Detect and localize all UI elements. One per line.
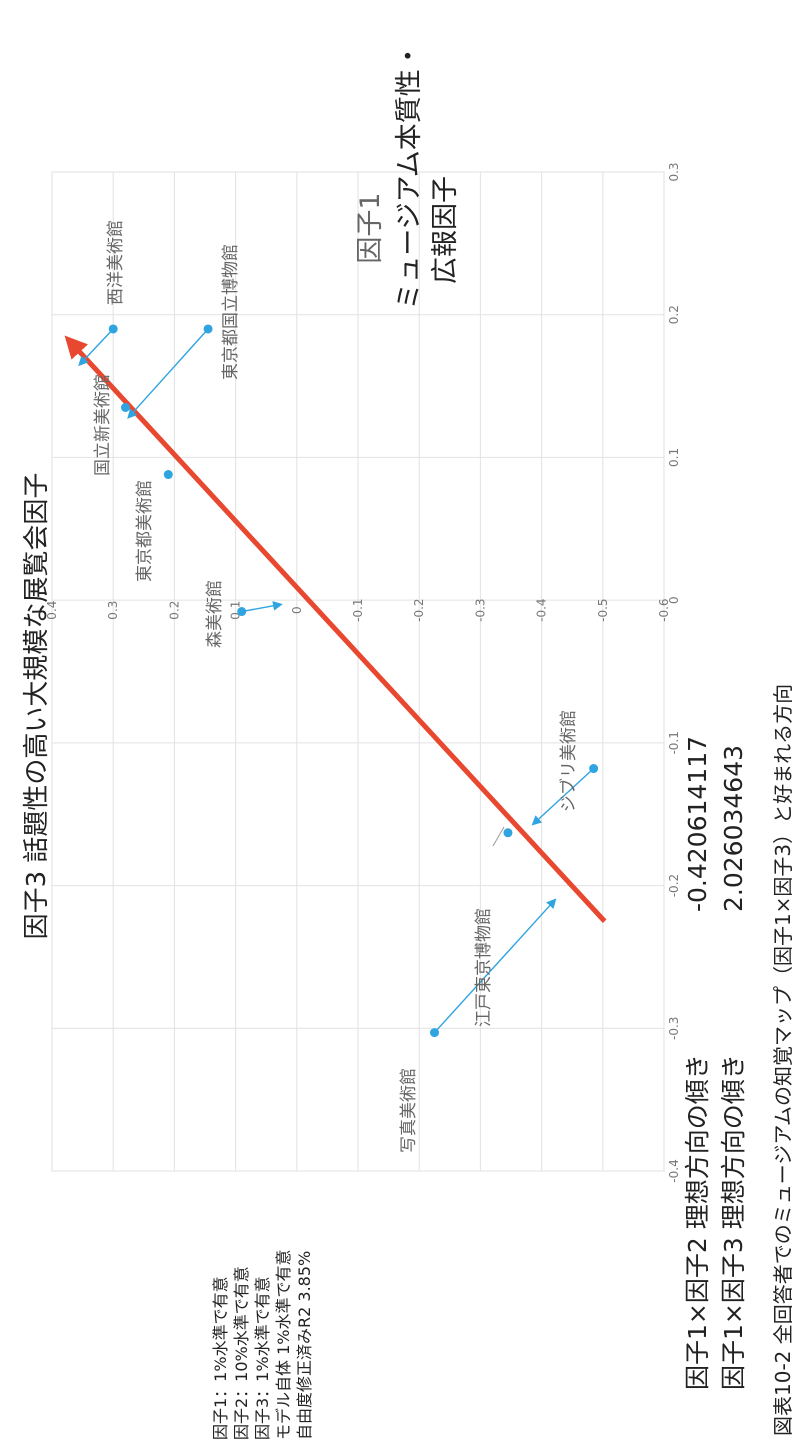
projection-arrow-3 <box>531 768 595 826</box>
tick-factor1-3: -0.1 <box>667 731 681 754</box>
ideal-direction-arrow <box>64 335 607 923</box>
point-label-6: 江戸東京博物館 <box>474 908 494 1027</box>
slope-row2-value: 2.026034643 <box>719 745 748 912</box>
tick-factor1-1: -0.3 <box>667 1017 681 1040</box>
data-point-2 <box>120 402 130 412</box>
y-axis-title: 因子3 話題性の高い大規模な展覧会因子 <box>22 473 52 940</box>
data-point-4 <box>237 607 247 617</box>
projection-arrow-2 <box>241 601 283 613</box>
projection-arrows-layer <box>78 328 595 1034</box>
x-axis-title-part1: 因子1 <box>355 192 386 263</box>
figure-caption: 図表10-2 全回答者でのミュージアムの知覚マップ（因子1×因子3）と好まれる方… <box>771 684 795 1436</box>
data-point-5 <box>589 764 599 774</box>
slope-row1-value: -0.420614117 <box>683 736 712 912</box>
tick-factor1-4: 0 <box>667 596 681 604</box>
tick-factor3-1: 0.3 <box>106 601 120 620</box>
point-label-1: 東京都国立博物館 <box>221 244 241 380</box>
grid-lines <box>51 171 665 1172</box>
note-factor3: 因子3：1%水準で有意 <box>253 1276 272 1440</box>
slope-row2-label: 因子1×因子3 理想方向の傾き <box>719 1054 748 1390</box>
note-r2: 自由度修正済みR2 3.85% <box>295 1251 314 1440</box>
tick-factor3-7: -0.3 <box>473 598 487 621</box>
data-point-7 <box>430 1028 439 1038</box>
data-point-0 <box>108 324 118 334</box>
tick-factor3-9: -0.5 <box>596 598 610 621</box>
point-label-3: 東京都美術館 <box>135 480 155 582</box>
tick-factor3-10: -0.6 <box>657 598 671 621</box>
axis-ticks: -0.4-0.3-0.2-0.100.10.20.30.4 0.3 0.2 0.1 0-… <box>45 162 681 1182</box>
tick-factor1-0: -0.4 <box>667 1159 681 1182</box>
projection-arrow-0 <box>78 328 114 367</box>
projection-arrow-1 <box>127 328 209 419</box>
tick-factor3-0: 0.4 <box>45 601 59 620</box>
x-axis-title-part2: ミュージアム本質性・ <box>394 42 425 310</box>
tick-factor3-5: -0.1 <box>351 598 365 621</box>
data-point-3 <box>163 470 173 480</box>
point-labels-layer: 西洋美術館 東京都国立博物館国立新美術館東京都美術館森美術館ジブリ美術館江戸東京博… <box>93 220 579 1153</box>
note-model: モデル自体 1%水準で有意 <box>274 1250 293 1440</box>
note-factor1: 因子1：1%水準で有意 <box>211 1276 230 1440</box>
point-label-4: 森美術館 <box>205 580 225 648</box>
tick-factor1-2: -0.2 <box>667 874 681 897</box>
tick-factor1-7: 0.3 <box>667 162 681 181</box>
data-point-1 <box>203 324 213 334</box>
slope-row1-label: 因子1×因子2 理想方向の傾き <box>683 1054 712 1390</box>
point-label-7: 写真美術館 <box>399 1068 419 1153</box>
ideal-direction-layer <box>64 335 607 923</box>
x-axis-title-part3: 広報因子 <box>430 176 461 284</box>
note-factor2: 因子2：10%水準で有意 <box>232 1266 251 1440</box>
data-points-layer <box>108 324 599 1038</box>
tick-factor1-6: 0.2 <box>667 305 681 324</box>
tick-factor3-4: 0 <box>290 606 304 614</box>
tick-factor1-5: 0.1 <box>667 448 681 467</box>
tick-factor3-6: -0.2 <box>412 598 426 621</box>
point-label-0: 西洋美術館 <box>106 220 126 305</box>
data-point-6 <box>503 828 513 838</box>
callout-lines <box>111 295 505 847</box>
point-label-5: ジブリ美術館 <box>558 710 579 812</box>
projection-arrow-4 <box>433 898 557 1034</box>
tick-factor3-8: -0.4 <box>535 598 549 621</box>
point-label-2: 国立新美術館 <box>93 374 113 476</box>
tick-factor3-2: 0.2 <box>167 601 181 620</box>
